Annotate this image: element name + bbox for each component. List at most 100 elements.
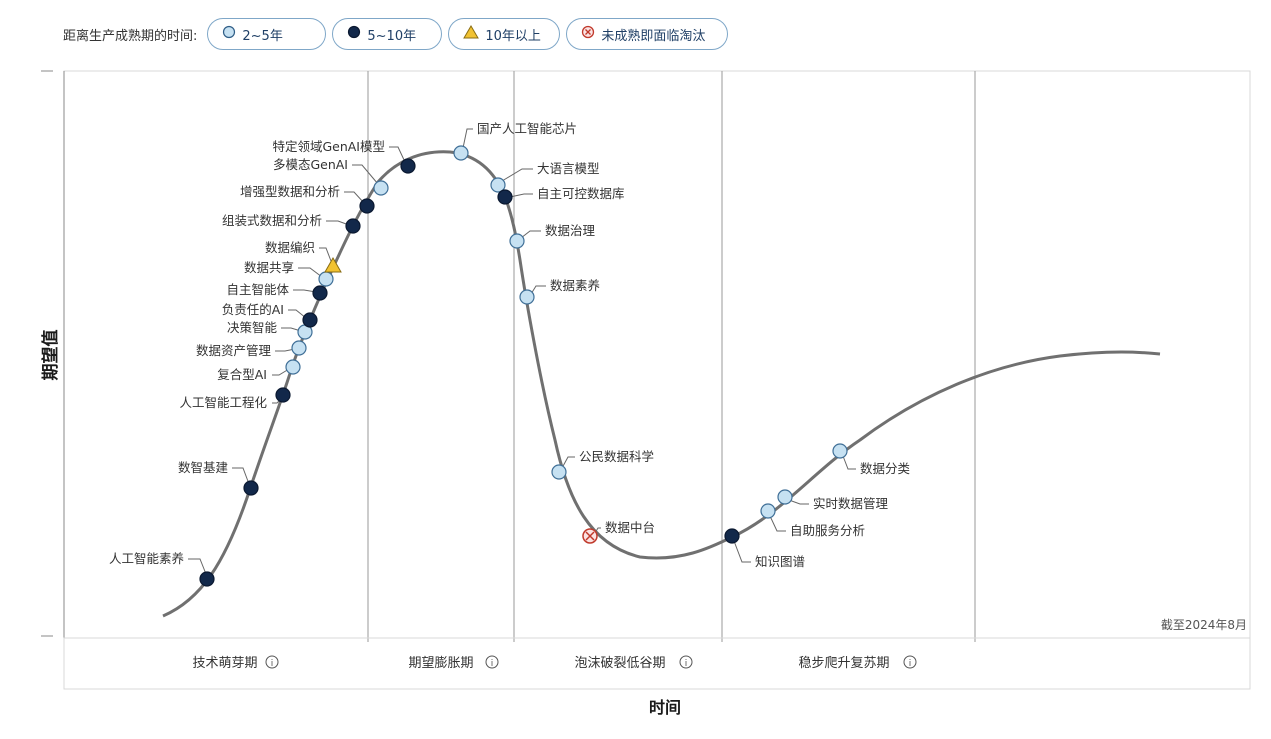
light-circle-icon bbox=[222, 25, 236, 43]
tech-point[interactable]: 数智基建 bbox=[178, 460, 259, 496]
tech-point[interactable]: 复合型AI bbox=[217, 359, 301, 382]
leader-line bbox=[462, 128, 473, 149]
triangle-marker[interactable] bbox=[324, 256, 342, 273]
dark-circle-marker[interactable] bbox=[497, 189, 513, 205]
svg-text:i: i bbox=[271, 659, 274, 669]
dark-circle-marker[interactable] bbox=[199, 571, 215, 587]
legend-item-label: 2~5年 bbox=[242, 28, 283, 44]
tech-point-label: 决策智能 bbox=[227, 320, 278, 335]
tech-point[interactable]: 特定领域GenAI模型 bbox=[272, 139, 416, 174]
light-circle-marker[interactable] bbox=[519, 289, 535, 305]
leader-line bbox=[272, 368, 290, 376]
tech-point[interactable]: 人工智能工程化 bbox=[179, 387, 291, 410]
legend-filter-10-plus-years[interactable]: 10年以上 bbox=[448, 18, 561, 50]
leader-line bbox=[520, 230, 541, 239]
tech-point-label: 数据资产管理 bbox=[196, 343, 272, 358]
points-layer: 人工智能素养 数智基建 人工智能工程化 复合型AI 数据资产管理 决策智能 负责任的AI 自主… bbox=[109, 121, 911, 587]
leader-line bbox=[288, 309, 307, 319]
tech-point-label: 自主可控数据库 bbox=[537, 186, 625, 201]
tech-point-label: 公民数据科学 bbox=[579, 449, 654, 464]
light-circle-marker[interactable] bbox=[509, 233, 525, 249]
light-circle-marker[interactable] bbox=[551, 464, 567, 480]
dark-circle-marker[interactable] bbox=[302, 312, 318, 328]
svg-text:i: i bbox=[909, 659, 912, 669]
tech-point[interactable]: 数据资产管理 bbox=[196, 340, 307, 358]
tech-point-label: 数据共享 bbox=[244, 260, 294, 275]
leader-line bbox=[769, 515, 786, 532]
triangle-icon bbox=[463, 25, 480, 43]
svg-text:i: i bbox=[491, 659, 494, 669]
tech-point[interactable]: 大语言模型 bbox=[490, 161, 600, 193]
dark-circle-marker[interactable] bbox=[243, 480, 259, 496]
tech-point-label: 大语言模型 bbox=[537, 161, 600, 176]
light-circle-marker[interactable] bbox=[777, 489, 793, 505]
tech-point[interactable]: 实时数据管理 bbox=[777, 489, 889, 511]
tech-point[interactable]: 数据分类 bbox=[832, 443, 911, 476]
info-icon[interactable]: i bbox=[485, 655, 499, 669]
dark-circle-marker[interactable] bbox=[345, 218, 361, 234]
leader-line bbox=[389, 146, 406, 163]
tech-point[interactable]: 数据中台 bbox=[582, 520, 655, 544]
leader-line bbox=[232, 467, 250, 485]
tech-point[interactable]: 自主可控数据库 bbox=[497, 186, 625, 205]
tech-point[interactable]: 知识图谱 bbox=[724, 528, 805, 569]
tech-point[interactable]: 负责任的AI bbox=[222, 302, 318, 328]
tech-point[interactable]: 人工智能素养 bbox=[109, 551, 215, 587]
leader-line bbox=[352, 164, 379, 185]
tech-point[interactable]: 组装式数据和分析 bbox=[222, 213, 361, 234]
phase-label-peak-expectations: 期望膨胀期 bbox=[408, 655, 473, 671]
legend-title: 距离生产成熟期的时间: bbox=[63, 28, 198, 44]
tech-point-label: 特定领域GenAI模型 bbox=[272, 139, 385, 154]
leader-line bbox=[293, 289, 317, 293]
leader-line bbox=[344, 191, 365, 204]
tech-point-label: 数智基建 bbox=[178, 460, 229, 475]
info-icon[interactable]: i bbox=[679, 655, 693, 669]
tech-point-label: 负责任的AI bbox=[222, 302, 284, 317]
crossed-circle-marker[interactable] bbox=[582, 528, 598, 544]
tech-point[interactable]: 国产人工智能芯片 bbox=[453, 121, 577, 161]
light-circle-marker[interactable] bbox=[291, 340, 307, 356]
tech-point[interactable]: 自主智能体 bbox=[226, 282, 328, 301]
leader-line bbox=[188, 558, 207, 575]
dark-circle-marker[interactable] bbox=[312, 285, 328, 301]
y-axis-title: 期望值 bbox=[40, 330, 61, 381]
light-circle-marker[interactable] bbox=[490, 177, 506, 193]
light-circle-marker[interactable] bbox=[285, 359, 301, 375]
tech-point-label: 人工智能素养 bbox=[109, 551, 184, 566]
leader-line bbox=[561, 456, 575, 469]
tech-point[interactable]: 数据治理 bbox=[509, 223, 596, 249]
light-circle-marker[interactable] bbox=[373, 180, 389, 196]
dark-circle-marker[interactable] bbox=[724, 528, 740, 544]
leader-line bbox=[788, 499, 809, 505]
dark-circle-marker[interactable] bbox=[359, 198, 375, 214]
leader-line bbox=[842, 455, 856, 470]
legend: 距离生产成熟期的时间: 2~5年 5~10年 10年以上 未成熟即面临淘汰 bbox=[63, 17, 729, 51]
tech-point[interactable]: 增强型数据和分析 bbox=[240, 184, 375, 214]
date-note: 截至2024年8月 bbox=[1161, 618, 1247, 632]
info-icon[interactable]: i bbox=[903, 655, 917, 669]
crossed-circle-icon bbox=[581, 25, 595, 43]
tech-point[interactable]: 数据共享 bbox=[244, 260, 334, 287]
tech-point[interactable]: 公民数据科学 bbox=[551, 449, 654, 480]
tech-point-label: 数据素养 bbox=[550, 278, 600, 293]
legend-item-label: 5~10年 bbox=[367, 28, 417, 44]
leader-line bbox=[281, 327, 302, 332]
tech-point[interactable]: 数据编织 bbox=[265, 240, 342, 273]
light-circle-marker[interactable] bbox=[453, 145, 469, 161]
light-circle-marker[interactable] bbox=[832, 443, 848, 459]
dark-circle-icon bbox=[347, 25, 361, 43]
legend-filter-2-5-years[interactable]: 2~5年 bbox=[207, 18, 327, 50]
tech-point-label: 国产人工智能芯片 bbox=[477, 121, 577, 136]
info-icon[interactable]: i bbox=[265, 655, 279, 669]
tech-point[interactable]: 决策智能 bbox=[227, 320, 313, 340]
legend-filter-obsolete[interactable]: 未成熟即面临淘汰 bbox=[566, 18, 729, 50]
tech-point[interactable]: 自助服务分析 bbox=[760, 503, 865, 538]
legend-filter-5-10-years[interactable]: 5~10年 bbox=[332, 18, 443, 50]
dark-circle-marker[interactable] bbox=[275, 387, 291, 403]
tech-point-label: 组装式数据和分析 bbox=[222, 213, 322, 228]
tech-point[interactable]: 数据素养 bbox=[519, 278, 600, 305]
light-circle-marker[interactable] bbox=[318, 271, 334, 287]
dark-circle-marker[interactable] bbox=[400, 158, 416, 174]
light-circle-marker[interactable] bbox=[760, 503, 776, 519]
tech-point[interactable]: 多模态GenAI bbox=[273, 157, 389, 196]
